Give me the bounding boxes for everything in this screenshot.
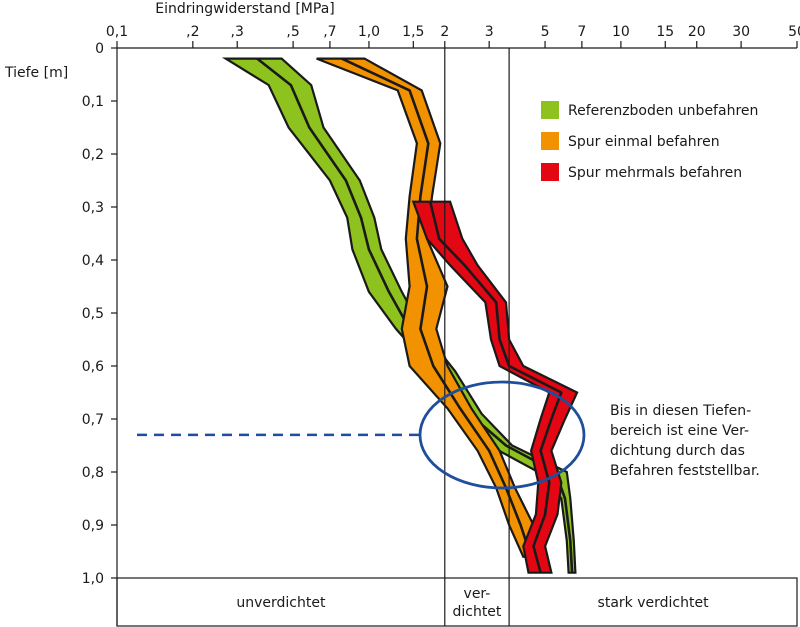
x-tick-label: 15 (656, 24, 674, 40)
highlight-ellipse (418, 380, 586, 490)
zone-label: ver-dichtet (452, 586, 501, 620)
y-tick-label: 1,0 (82, 571, 104, 587)
x-tick-label: 1,5 (402, 24, 424, 40)
y-tick-label: 0,2 (82, 147, 104, 163)
x-tick-label: 1,0 (358, 24, 380, 40)
x-tick-label: 10 (612, 24, 630, 40)
y-tick-label: 0,6 (82, 359, 104, 375)
x-tick-label: ,3 (231, 24, 244, 40)
series-band-3 (411, 200, 579, 574)
y-tick-label: 0 (95, 41, 104, 57)
y-axis-title: Tiefe [m] (4, 65, 68, 81)
x-tick-label: 3 (485, 24, 494, 40)
annotation-group: Bis in diesen Tiefen-bereich ist eine Ve… (137, 380, 760, 490)
x-tick-label: 30 (732, 24, 750, 40)
x-tick-label: ,7 (323, 24, 336, 40)
x-tick-label: 50 (788, 24, 800, 40)
y-tick-label: 0,9 (82, 518, 104, 534)
x-axis-title: Eindringwiderstand [MPa] (155, 1, 334, 17)
series-mean-line-3 (428, 201, 563, 574)
series-band-1 (221, 57, 577, 574)
x-tick-label: 2 (440, 24, 449, 40)
zone-label: unverdichtet (236, 595, 326, 611)
x-tick-label: ,2 (186, 24, 199, 40)
x-tick-label: 5 (541, 24, 550, 40)
y-tick-label: 0,7 (82, 412, 104, 428)
legend-swatch (541, 132, 559, 150)
compaction-zones: unverdichtet ver-dichtet stark verdichtet (116, 48, 798, 627)
legend: Referenzboden unbefahren Spur einmal befa… (541, 101, 758, 181)
series-band-2 (316, 57, 542, 558)
legend-label: Referenzboden unbefahren (568, 103, 758, 119)
x-tick-label: 20 (688, 24, 706, 40)
y-tick-label: 0,3 (82, 200, 104, 216)
annotation-text: Bis in diesen Tiefen-bereich ist eine Ve… (610, 403, 760, 479)
zone-table-frame (116, 577, 798, 627)
legend-swatch (541, 101, 559, 119)
axes: 0,1,2,3,5,71,01,52357101520305000,10,20,… (82, 24, 800, 626)
legend-swatch (541, 163, 559, 181)
y-tick-label: 0,5 (82, 306, 104, 322)
y-tick-label: 0,8 (82, 465, 104, 481)
x-tick-label: 7 (577, 24, 586, 40)
zone-label: stark verdichtet (598, 595, 710, 611)
y-tick-label: 0,1 (82, 94, 104, 110)
y-tick-label: 0,4 (82, 253, 104, 269)
x-tick-label: ,5 (286, 24, 299, 40)
legend-label: Spur einmal befahren (568, 134, 720, 150)
x-tick-label: 0,1 (106, 24, 128, 40)
series-bands (221, 57, 579, 574)
legend-label: Spur mehrmals befahren (568, 165, 742, 181)
